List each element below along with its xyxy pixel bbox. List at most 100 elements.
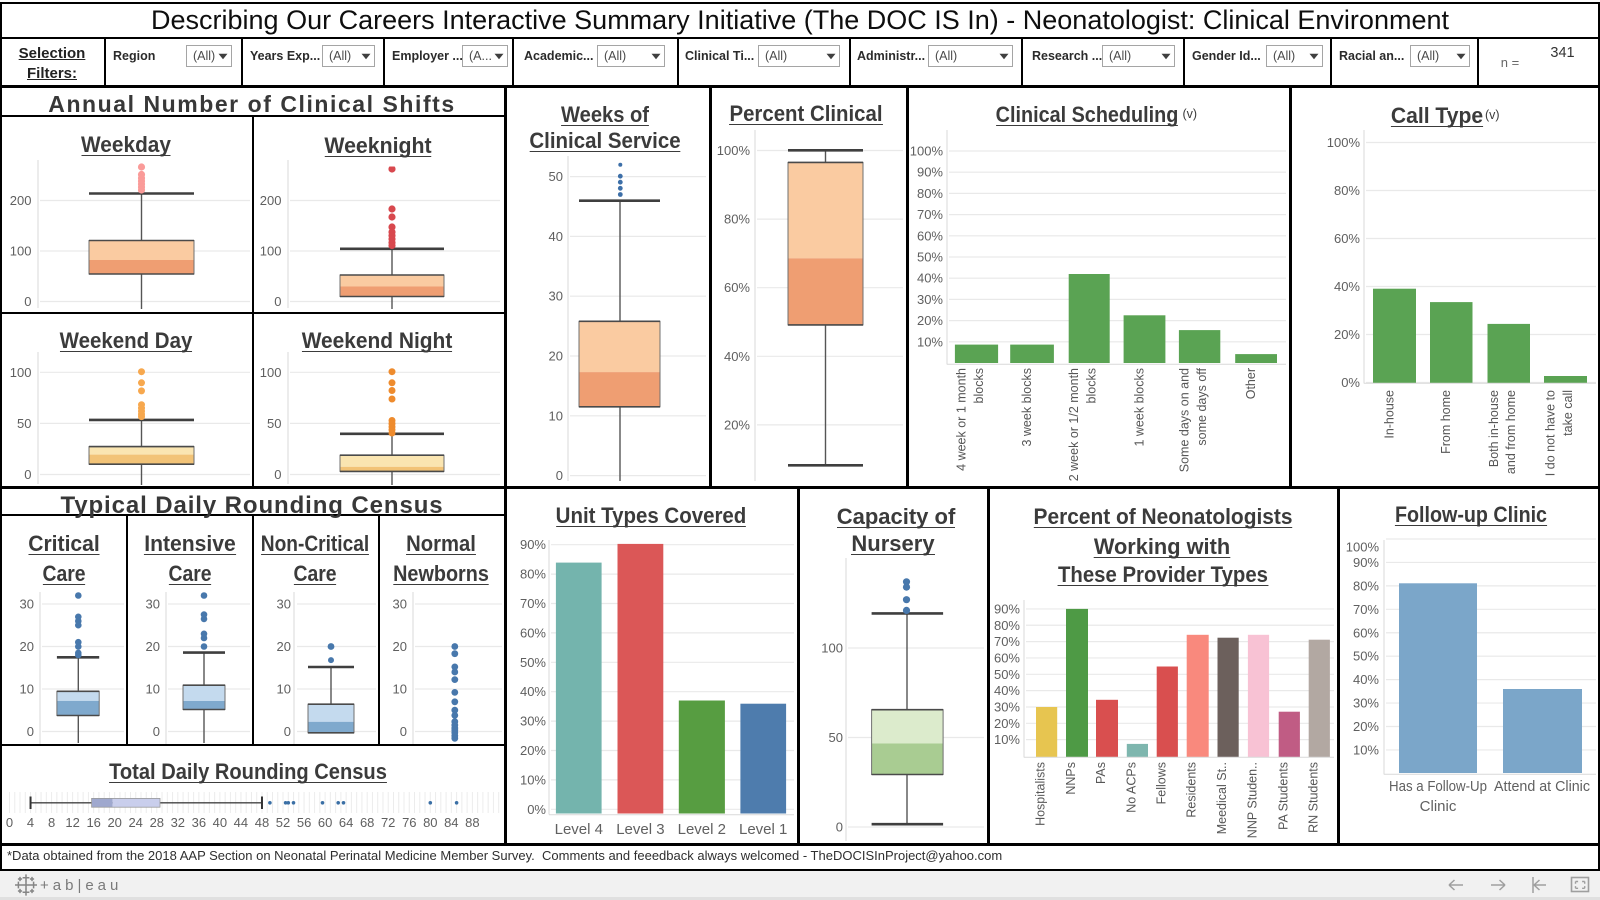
svg-text:100: 100 [821, 641, 843, 656]
svg-text:52: 52 [276, 815, 290, 830]
svg-text:0: 0 [284, 724, 291, 739]
svg-text:30%: 30% [994, 700, 1020, 715]
svg-text:PAs: PAs [1094, 762, 1108, 784]
svg-text:20: 20 [549, 349, 563, 364]
svg-text:10: 10 [277, 682, 291, 697]
svg-text:take call: take call [1561, 390, 1575, 436]
svg-text:50%: 50% [520, 655, 546, 670]
svg-text:0: 0 [24, 294, 31, 309]
svg-text:90%: 90% [917, 165, 943, 180]
svg-text:From home: From home [1439, 390, 1453, 454]
svg-text:20: 20 [107, 815, 121, 830]
svg-text:100: 100 [10, 244, 32, 259]
svg-text:40%: 40% [994, 683, 1020, 698]
svg-text:3 week blocks: 3 week blocks [1020, 368, 1034, 447]
svg-text:8: 8 [48, 815, 55, 830]
svg-text:50: 50 [549, 169, 563, 184]
svg-text:1 week blocks: 1 week blocks [1133, 368, 1147, 447]
svg-text:44: 44 [234, 815, 248, 830]
svg-text:40%: 40% [724, 349, 750, 364]
svg-text:60%: 60% [520, 625, 546, 640]
svg-text:70%: 70% [1353, 602, 1379, 617]
svg-text:80%: 80% [1334, 183, 1360, 198]
svg-text:100%: 100% [910, 144, 944, 159]
svg-text:60: 60 [318, 815, 332, 830]
svg-text:90%: 90% [994, 601, 1020, 616]
svg-text:30: 30 [20, 597, 34, 612]
svg-text:10%: 10% [520, 772, 546, 787]
svg-text:40%: 40% [1334, 279, 1360, 294]
svg-text:20: 20 [146, 639, 160, 654]
svg-text:70%: 70% [520, 596, 546, 611]
svg-text:20%: 20% [520, 743, 546, 758]
svg-text:56: 56 [297, 815, 311, 830]
svg-text:90%: 90% [520, 537, 546, 552]
svg-text:Clinic: Clinic [1420, 798, 1457, 815]
svg-text:40%: 40% [917, 271, 943, 286]
svg-text:Fellows: Fellows [1154, 762, 1168, 804]
svg-text:30%: 30% [917, 292, 943, 307]
svg-text:Residents: Residents [1185, 762, 1199, 818]
svg-text:20: 20 [277, 639, 291, 654]
svg-text:80%: 80% [724, 212, 750, 227]
svg-text:80%: 80% [994, 618, 1020, 633]
svg-text:0: 0 [274, 294, 281, 309]
svg-text:90%: 90% [1353, 555, 1379, 570]
svg-text:68: 68 [360, 815, 374, 830]
svg-text:10%: 10% [994, 732, 1020, 747]
svg-text:20: 20 [393, 639, 407, 654]
svg-text:60%: 60% [917, 228, 943, 243]
svg-text:10: 10 [146, 682, 160, 697]
svg-text:60%: 60% [994, 651, 1020, 666]
svg-text:16: 16 [86, 815, 100, 830]
svg-text:Some days on and: Some days on and [1178, 368, 1192, 472]
svg-text:80%: 80% [520, 567, 546, 582]
svg-text:60%: 60% [1334, 231, 1360, 246]
svg-text:20%: 20% [1334, 327, 1360, 342]
svg-text:100%: 100% [1327, 135, 1361, 150]
svg-text:50: 50 [829, 730, 843, 745]
svg-text:72: 72 [381, 815, 395, 830]
svg-text:4 week or 1 month: 4 week or 1 month [955, 368, 969, 471]
svg-text:Level 1: Level 1 [739, 821, 787, 838]
svg-text:0: 0 [274, 467, 281, 482]
svg-text:10%: 10% [1353, 743, 1379, 758]
svg-text:20%: 20% [994, 716, 1020, 731]
svg-text:Level 3: Level 3 [616, 821, 664, 838]
svg-text:40: 40 [549, 229, 563, 244]
svg-text:0%: 0% [527, 802, 546, 817]
svg-text:0: 0 [836, 820, 843, 835]
svg-text:12: 12 [65, 815, 79, 830]
svg-text:Meedical St..: Meedical St.. [1215, 762, 1229, 834]
svg-text:Other: Other [1244, 368, 1258, 399]
svg-text:100: 100 [260, 365, 282, 380]
svg-text:Attend at Clinic: Attend at Clinic [1494, 778, 1590, 795]
svg-text:0: 0 [24, 467, 31, 482]
svg-text:60%: 60% [1353, 625, 1379, 640]
svg-text:10: 10 [549, 408, 563, 423]
svg-text:50: 50 [17, 416, 31, 431]
svg-text:70%: 70% [917, 207, 943, 222]
svg-text:0: 0 [400, 724, 407, 739]
svg-text:and from home: and from home [1504, 390, 1518, 474]
svg-text:10: 10 [20, 682, 34, 697]
svg-text:100: 100 [260, 244, 282, 259]
svg-text:30%: 30% [520, 714, 546, 729]
svg-text:28: 28 [150, 815, 164, 830]
svg-text:30: 30 [393, 597, 407, 612]
svg-text:80: 80 [423, 815, 437, 830]
svg-text:Level 4: Level 4 [555, 821, 603, 838]
svg-text:No ACPs: No ACPs [1124, 762, 1138, 813]
svg-text:0: 0 [27, 724, 34, 739]
svg-text:Level 2: Level 2 [678, 821, 726, 838]
svg-text:10%: 10% [917, 334, 943, 349]
svg-text:RN Students: RN Students [1306, 762, 1320, 833]
svg-text:64: 64 [339, 815, 353, 830]
svg-text:88: 88 [465, 815, 479, 830]
svg-text:100%: 100% [717, 143, 751, 158]
svg-text:76: 76 [402, 815, 416, 830]
svg-text:32: 32 [171, 815, 185, 830]
svg-text:24: 24 [128, 815, 142, 830]
svg-text:40%: 40% [1353, 672, 1379, 687]
svg-text:30: 30 [549, 289, 563, 304]
